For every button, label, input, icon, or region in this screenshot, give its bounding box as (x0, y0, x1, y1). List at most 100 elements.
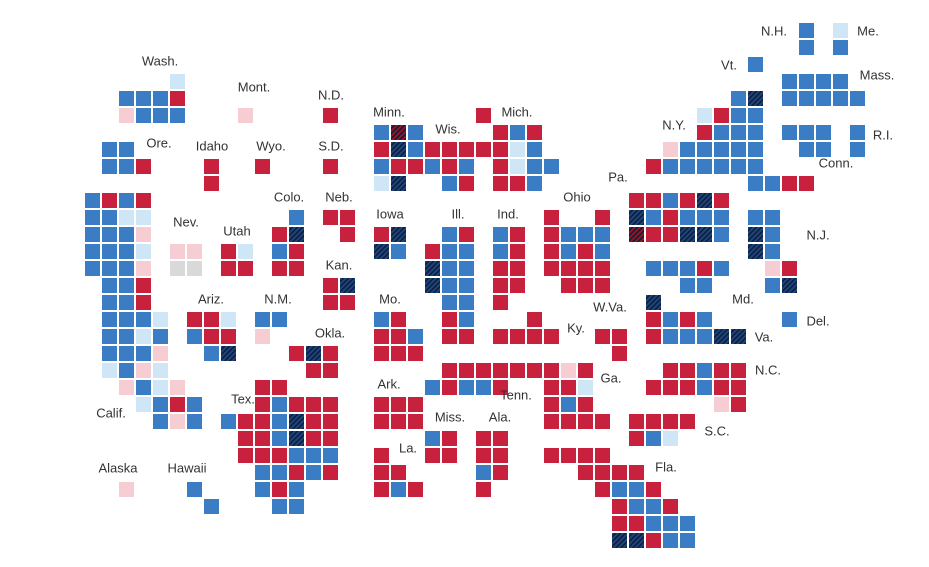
district-tile[interactable] (238, 431, 253, 446)
district-tile[interactable] (119, 91, 134, 106)
district-tile[interactable] (425, 431, 440, 446)
district-tile[interactable] (510, 363, 525, 378)
district-tile[interactable] (102, 227, 117, 242)
district-tile[interactable] (680, 227, 695, 242)
district-tile[interactable] (544, 261, 559, 276)
district-tile[interactable] (272, 380, 287, 395)
district-tile[interactable] (136, 108, 151, 123)
district-tile[interactable] (136, 244, 151, 259)
district-tile[interactable] (663, 261, 678, 276)
district-tile[interactable] (544, 227, 559, 242)
district-tile[interactable] (442, 244, 457, 259)
district-tile[interactable] (748, 210, 763, 225)
district-tile[interactable] (391, 414, 406, 429)
district-tile[interactable] (391, 329, 406, 344)
district-tile[interactable] (306, 448, 321, 463)
district-tile[interactable] (119, 482, 134, 497)
district-tile[interactable] (187, 261, 202, 276)
district-tile[interactable] (527, 363, 542, 378)
district-tile[interactable] (697, 142, 712, 157)
district-tile[interactable] (136, 295, 151, 310)
district-tile[interactable] (476, 380, 491, 395)
district-tile[interactable] (782, 312, 797, 327)
district-tile[interactable] (578, 465, 593, 480)
district-tile[interactable] (527, 159, 542, 174)
district-tile[interactable] (680, 380, 695, 395)
district-tile[interactable] (119, 159, 134, 174)
district-tile[interactable] (697, 125, 712, 140)
district-tile[interactable] (680, 329, 695, 344)
district-tile[interactable] (680, 363, 695, 378)
district-tile[interactable] (510, 125, 525, 140)
district-tile[interactable] (663, 227, 678, 242)
district-tile[interactable] (289, 482, 304, 497)
district-tile[interactable] (646, 159, 661, 174)
district-tile[interactable] (425, 159, 440, 174)
district-tile[interactable] (646, 261, 661, 276)
district-tile[interactable] (323, 278, 338, 293)
district-tile[interactable] (306, 397, 321, 412)
district-tile[interactable] (748, 227, 763, 242)
district-tile[interactable] (612, 329, 627, 344)
district-tile[interactable] (85, 227, 100, 242)
district-tile[interactable] (612, 465, 627, 480)
district-tile[interactable] (663, 159, 678, 174)
district-tile[interactable] (238, 108, 253, 123)
district-tile[interactable] (493, 448, 508, 463)
district-tile[interactable] (782, 125, 797, 140)
district-tile[interactable] (731, 91, 746, 106)
district-tile[interactable] (646, 499, 661, 514)
district-tile[interactable] (119, 312, 134, 327)
district-tile[interactable] (255, 380, 270, 395)
district-tile[interactable] (136, 380, 151, 395)
district-tile[interactable] (136, 346, 151, 361)
district-tile[interactable] (799, 91, 814, 106)
district-tile[interactable] (170, 414, 185, 429)
district-tile[interactable] (561, 448, 576, 463)
district-tile[interactable] (680, 414, 695, 429)
district-tile[interactable] (374, 142, 389, 157)
district-tile[interactable] (748, 108, 763, 123)
district-tile[interactable] (119, 346, 134, 361)
district-tile[interactable] (714, 193, 729, 208)
district-tile[interactable] (510, 329, 525, 344)
district-tile[interactable] (748, 125, 763, 140)
district-tile[interactable] (374, 312, 389, 327)
district-tile[interactable] (459, 363, 474, 378)
district-tile[interactable] (136, 227, 151, 242)
district-tile[interactable] (833, 23, 848, 38)
district-tile[interactable] (561, 363, 576, 378)
district-tile[interactable] (187, 397, 202, 412)
district-tile[interactable] (153, 380, 168, 395)
district-tile[interactable] (204, 159, 219, 174)
district-tile[interactable] (170, 380, 185, 395)
district-tile[interactable] (799, 142, 814, 157)
district-tile[interactable] (272, 414, 287, 429)
district-tile[interactable] (102, 312, 117, 327)
district-tile[interactable] (714, 227, 729, 242)
district-tile[interactable] (697, 329, 712, 344)
district-tile[interactable] (221, 261, 236, 276)
district-tile[interactable] (272, 482, 287, 497)
district-tile[interactable] (323, 346, 338, 361)
district-tile[interactable] (629, 516, 644, 531)
district-tile[interactable] (272, 397, 287, 412)
district-tile[interactable] (255, 397, 270, 412)
district-tile[interactable] (697, 210, 712, 225)
district-tile[interactable] (697, 380, 712, 395)
district-tile[interactable] (697, 193, 712, 208)
district-tile[interactable] (408, 482, 423, 497)
district-tile[interactable] (306, 346, 321, 361)
district-tile[interactable] (697, 261, 712, 276)
district-tile[interactable] (119, 261, 134, 276)
district-tile[interactable] (850, 125, 865, 140)
district-tile[interactable] (680, 142, 695, 157)
district-tile[interactable] (544, 414, 559, 429)
district-tile[interactable] (714, 397, 729, 412)
district-tile[interactable] (493, 176, 508, 191)
district-tile[interactable] (119, 295, 134, 310)
district-tile[interactable] (680, 516, 695, 531)
district-tile[interactable] (697, 227, 712, 242)
district-tile[interactable] (289, 431, 304, 446)
district-tile[interactable] (85, 261, 100, 276)
